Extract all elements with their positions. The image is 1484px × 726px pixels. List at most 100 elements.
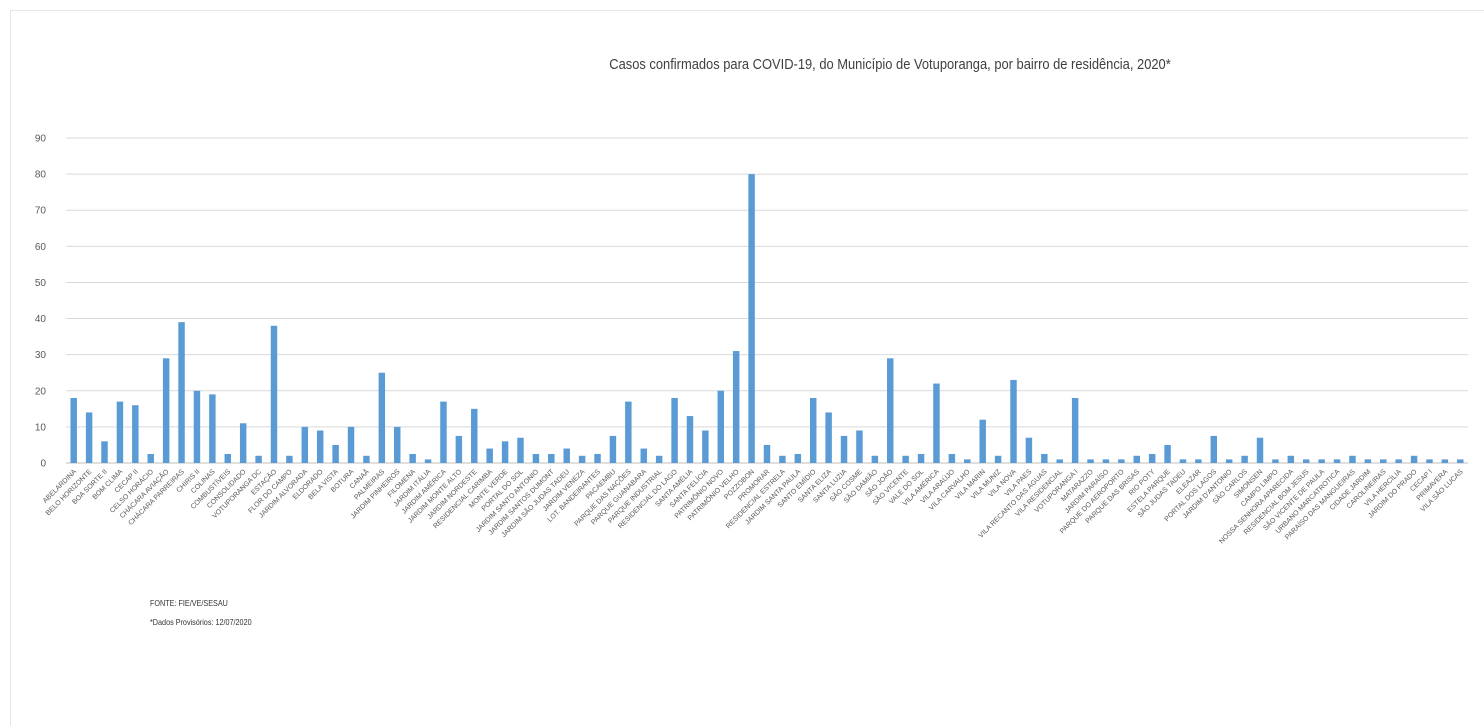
- bar: [1256, 437, 1264, 463]
- y-tick-label: 40: [35, 314, 47, 325]
- bar: [902, 455, 909, 463]
- bar: [702, 430, 709, 463]
- bar: [316, 430, 324, 463]
- bar: [794, 453, 802, 463]
- bar: [455, 435, 463, 463]
- bar: [887, 358, 894, 463]
- bar: [378, 372, 386, 463]
- frame-left-border: [10, 10, 11, 726]
- bar: [964, 459, 971, 463]
- bar: [1010, 379, 1017, 463]
- bar: [1056, 459, 1063, 463]
- bar: [763, 444, 771, 463]
- bar: [270, 325, 278, 463]
- bar: [979, 419, 986, 463]
- y-tick-label: 0: [40, 459, 46, 470]
- bar: [1195, 459, 1202, 463]
- bar: [655, 455, 663, 463]
- bar: [363, 455, 370, 463]
- y-tick-label: 20: [35, 386, 47, 397]
- bar: [1395, 459, 1402, 463]
- bar: [162, 358, 170, 463]
- bar: [193, 390, 201, 463]
- bar: [548, 453, 555, 463]
- bar: [1087, 459, 1094, 463]
- bar: [394, 426, 401, 463]
- provisional-data-note: *Dados Provisórios: 12/07/2020: [150, 617, 252, 627]
- bar: [563, 448, 570, 463]
- bar: [1410, 455, 1418, 463]
- bar: [856, 430, 863, 463]
- y-tick-label: 50: [35, 278, 47, 289]
- bar: [224, 453, 231, 463]
- bar: [1441, 459, 1449, 463]
- bar: [1210, 435, 1218, 463]
- bar: [1380, 459, 1387, 463]
- bar: [424, 459, 432, 463]
- bar: [1287, 455, 1295, 463]
- bar: [1179, 459, 1187, 463]
- bar: [440, 401, 447, 463]
- bar: [625, 401, 632, 463]
- bar: [1426, 459, 1433, 463]
- bar: [594, 453, 601, 463]
- bar: [1333, 459, 1341, 463]
- bar: [239, 423, 247, 463]
- bar: [1349, 455, 1356, 463]
- bar: [471, 408, 478, 463]
- y-tick-label: 10: [35, 422, 47, 433]
- bar: [85, 412, 93, 463]
- bar: [871, 455, 879, 463]
- y-tick-label: 80: [35, 170, 47, 181]
- bar: [209, 394, 216, 463]
- y-tick-label: 30: [35, 350, 47, 361]
- bar: [686, 416, 694, 463]
- chart-title: Casos confirmados para COVID-19, do Muni…: [609, 56, 1171, 73]
- bar: [1364, 459, 1372, 463]
- bar: [1164, 444, 1171, 463]
- bar: [501, 441, 509, 463]
- bar: [1041, 453, 1048, 463]
- bar: [840, 435, 848, 463]
- bar: [578, 455, 586, 463]
- bar: [825, 412, 832, 463]
- bar: [671, 398, 678, 463]
- bar: [286, 455, 293, 463]
- bar: [116, 401, 124, 463]
- bar: [70, 398, 77, 463]
- bar: [1133, 455, 1140, 463]
- bar: [748, 174, 755, 464]
- bar: [917, 453, 925, 463]
- frame-top-border: [10, 10, 1484, 11]
- bar: [1102, 459, 1110, 463]
- y-tick-label: 90: [35, 134, 47, 145]
- bar: [1225, 459, 1233, 463]
- bar: [532, 453, 540, 463]
- bar: [717, 390, 725, 463]
- bar: [132, 405, 139, 463]
- bar: [1318, 459, 1325, 463]
- bar: [609, 435, 617, 463]
- bar: [255, 455, 262, 463]
- bar: [809, 398, 817, 463]
- y-tick-label: 60: [35, 242, 47, 253]
- bar: [301, 426, 309, 463]
- bar: [994, 455, 1002, 463]
- bar: [1457, 459, 1464, 463]
- chart-notes: FONTE: FIE/VE/SESAU *Dados Provisórios: …: [150, 594, 252, 632]
- bar: [1303, 459, 1310, 463]
- bar: [1071, 398, 1079, 463]
- y-tick-label: 70: [35, 206, 47, 217]
- bar: [332, 444, 339, 463]
- bar: [101, 441, 108, 463]
- bar: [347, 426, 355, 463]
- bar: [147, 453, 154, 463]
- bar: [933, 383, 940, 463]
- source-note: FONTE: FIE/VE/SESAU: [150, 598, 228, 608]
- bar: [178, 322, 185, 463]
- bar: [1025, 437, 1033, 463]
- bar: [409, 453, 416, 463]
- bar: [732, 351, 740, 463]
